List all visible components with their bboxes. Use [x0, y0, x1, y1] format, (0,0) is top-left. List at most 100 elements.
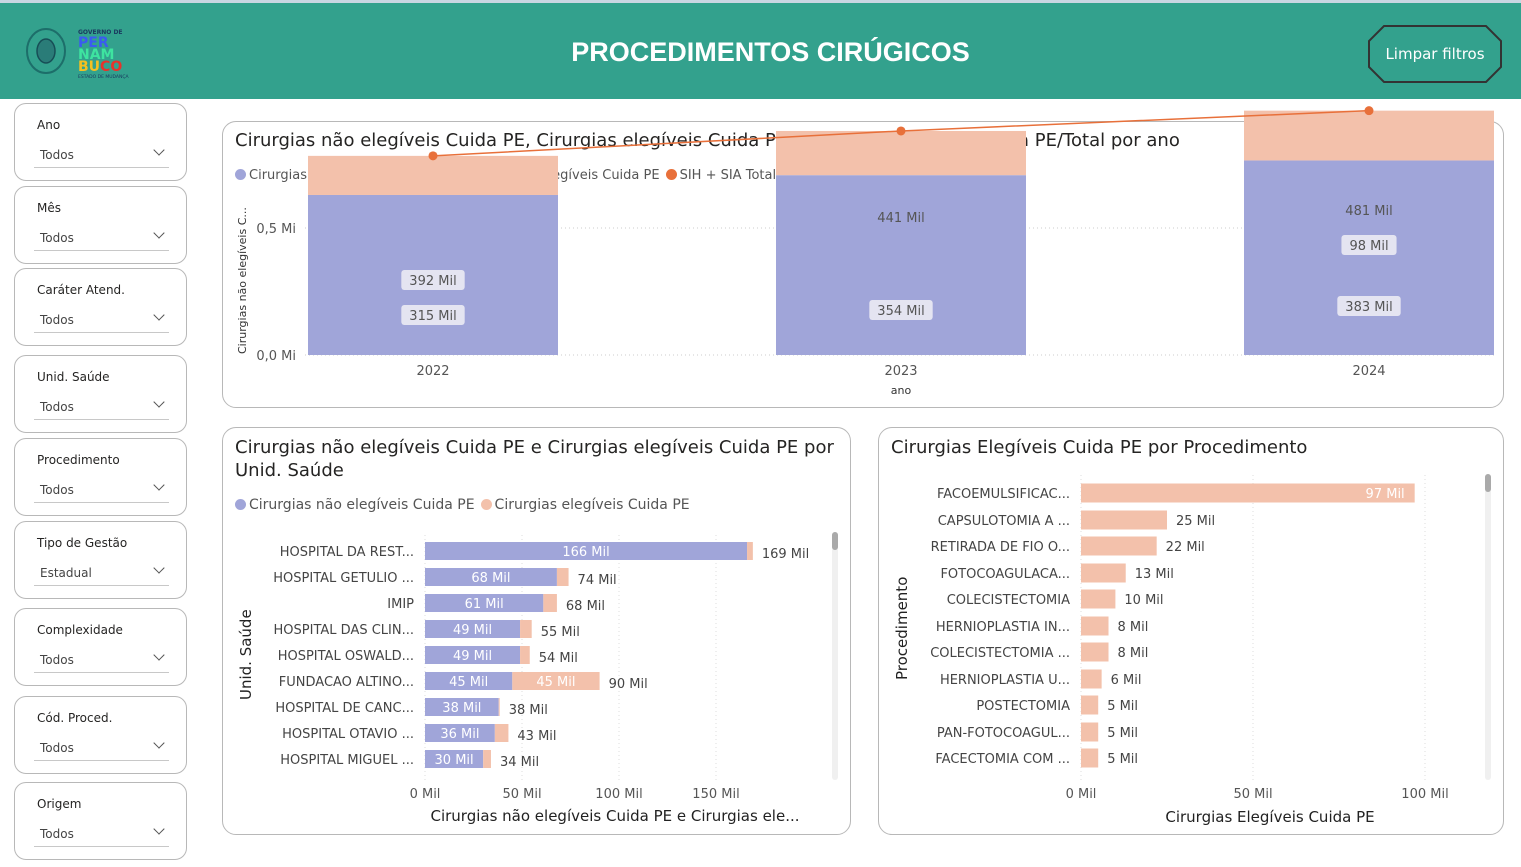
data-label: 68 Mil: [471, 571, 510, 586]
x-tick-label: 100 Mil: [1401, 787, 1448, 802]
data-label: 25 Mil: [1176, 514, 1215, 529]
total-label: 169 Mil: [762, 547, 809, 562]
slicer-0: Ano Todos: [14, 103, 187, 181]
y-tick-label: FACOEMULSIFICAC...: [937, 487, 1070, 502]
y-tick-label: HOSPITAL DE CANC...: [275, 701, 414, 716]
x-axis-title: Cirurgias não elegíveis Cuida PE e Cirur…: [430, 807, 799, 825]
data-label: 49 Mil: [453, 623, 492, 638]
slicer-dropdown[interactable]: Todos: [34, 305, 169, 333]
slicer-dropdown[interactable]: Todos: [34, 140, 169, 168]
bar-nao-elegiveis: [425, 568, 557, 586]
bar-elegiveis: [1081, 695, 1099, 715]
slicer-8: Origem Todos: [14, 782, 187, 860]
bar-nao-elegiveis: [1244, 160, 1494, 355]
data-label: 30 Mil: [435, 753, 474, 768]
y-tick-label: FACECTOMIA COM ...: [935, 752, 1070, 767]
bar-nao-elegiveis: [425, 724, 495, 742]
y-tick-label: FUNDACAO ALTINO...: [279, 675, 414, 690]
x-tick-label: 2024: [1352, 364, 1385, 379]
header-bar: GOVERNO DE PER NAM BUCO ESTADO DE MUDANÇ…: [0, 0, 1521, 99]
bar-nao-elegiveis: [425, 620, 521, 638]
page-title: PROCEDIMENTOS CIRÚGICOS: [571, 37, 970, 67]
bar-nao-elegiveis: [425, 646, 521, 664]
data-label: 36 Mil: [440, 727, 479, 742]
y-axis-title: Unid. Saúde: [237, 609, 255, 700]
data-label: 61 Mil: [465, 597, 504, 612]
bar-elegiveis: [1081, 589, 1116, 609]
svg-text:GOVERNO DE: GOVERNO DE: [78, 29, 123, 36]
data-label-box: [1341, 235, 1397, 255]
bar-elegiveis: [520, 620, 532, 638]
data-label: 354 Mil: [877, 304, 924, 319]
bar-elegiveis: [308, 155, 558, 195]
slicer-dropdown[interactable]: Todos: [34, 392, 169, 420]
point-sih-sia-total: [896, 126, 906, 136]
data-label: 383 Mil: [1345, 300, 1392, 315]
data-label: 13 Mil: [1135, 567, 1174, 582]
bar-elegiveis: [1081, 722, 1099, 742]
bar-elegiveis: [1081, 510, 1167, 530]
slicer-label: Procedimento: [37, 453, 120, 467]
slicer-label: Complexidade: [37, 623, 123, 637]
y-tick-label: COLECISTECTOMIA: [947, 593, 1070, 608]
legend-item[interactable]: Cirurgias não elegíveis Cuida PE: [235, 497, 475, 513]
bar-elegiveis: [1081, 748, 1099, 768]
chart-title: Cirurgias Elegíveis Cuida PE por Procedi…: [891, 437, 1308, 458]
data-label: 10 Mil: [1124, 593, 1163, 608]
slicer-label: Caráter Atend.: [37, 283, 125, 297]
x-tick-label: 0 Mil: [1066, 787, 1097, 802]
legend-item[interactable]: Cirurgias elegíveis Cuida PE: [480, 497, 690, 513]
data-label-box: [1337, 296, 1401, 316]
bar-elegiveis: [1081, 642, 1109, 662]
unit-chart-card: Cirurgias não elegíveis Cuida PE e Cirur…: [222, 427, 851, 835]
slicer-dropdown[interactable]: Todos: [34, 223, 169, 251]
scrollbar[interactable]: [832, 532, 838, 780]
chart-title: Cirurgias não elegíveis Cuida PE e Cirur…: [235, 437, 834, 481]
slicer-dropdown[interactable]: Todos: [34, 819, 169, 847]
data-label: 5 Mil: [1107, 752, 1138, 767]
x-axis-title: Cirurgias Elegíveis Cuida PE: [1165, 808, 1374, 826]
bar-elegiveis: [512, 672, 600, 690]
x-axis-title: ano: [891, 384, 912, 397]
data-label: 6 Mil: [1111, 673, 1142, 688]
y-axis-title: Cirurgias não elegíveis C...: [236, 207, 249, 354]
y-tick-label: HOSPITAL GETULIO ...: [273, 571, 414, 586]
y-tick-label: IMIP: [387, 597, 414, 612]
y-tick-label: RETIRADA DE FIO O...: [931, 540, 1070, 555]
bar-elegiveis: [483, 750, 491, 768]
y-tick-label: HOSPITAL DA REST...: [280, 545, 414, 560]
slicer-label: Origem: [37, 797, 82, 811]
slicer-dropdown[interactable]: Estadual: [34, 558, 169, 586]
y-tick-label: 0,0 Mi: [256, 349, 296, 364]
y-tick-label: HOSPITAL MIGUEL ...: [280, 753, 414, 768]
y-tick-label: COLECISTECTOMIA ...: [930, 646, 1070, 661]
slicer-label: Cód. Proced.: [37, 711, 113, 725]
legend-item[interactable]: SIH + SIA Total: [665, 168, 776, 183]
data-label: 166 Mil: [562, 545, 609, 560]
slicer-dropdown[interactable]: Todos: [34, 733, 169, 761]
bar-elegiveis: [520, 646, 530, 664]
bar-nao-elegiveis: [425, 594, 544, 612]
slicer-label: Tipo de Gestão: [37, 536, 128, 550]
slicer-dropdown[interactable]: Todos: [34, 645, 169, 673]
scrollbar[interactable]: [1485, 474, 1491, 780]
slicer-4: Procedimento Todos: [14, 438, 187, 516]
total-label: 34 Mil: [500, 755, 539, 770]
bar-elegiveis: [556, 568, 569, 586]
slicer-label: Mês: [37, 201, 61, 215]
slicer-7: Cód. Proced. Todos: [14, 696, 187, 774]
data-label: 8 Mil: [1118, 646, 1149, 661]
clear-filters-button[interactable]: Limpar filtros: [1368, 25, 1502, 83]
bar-elegiveis: [494, 724, 509, 742]
total-label: 54 Mil: [539, 651, 578, 666]
y-tick-label: HERNIOPLASTIA U...: [940, 673, 1070, 688]
y-tick-label: POSTECTOMIA: [976, 699, 1070, 714]
x-tick-label: 150 Mil: [692, 787, 739, 802]
slicer-dropdown[interactable]: Todos: [34, 475, 169, 503]
bar-elegiveis: [543, 594, 557, 612]
data-label: 315 Mil: [409, 309, 456, 324]
x-tick-label: 2023: [884, 364, 917, 379]
total-label: 43 Mil: [517, 729, 556, 744]
y-tick-label: 0,5 Mi: [256, 222, 296, 237]
x-tick-label: 2022: [416, 364, 449, 379]
